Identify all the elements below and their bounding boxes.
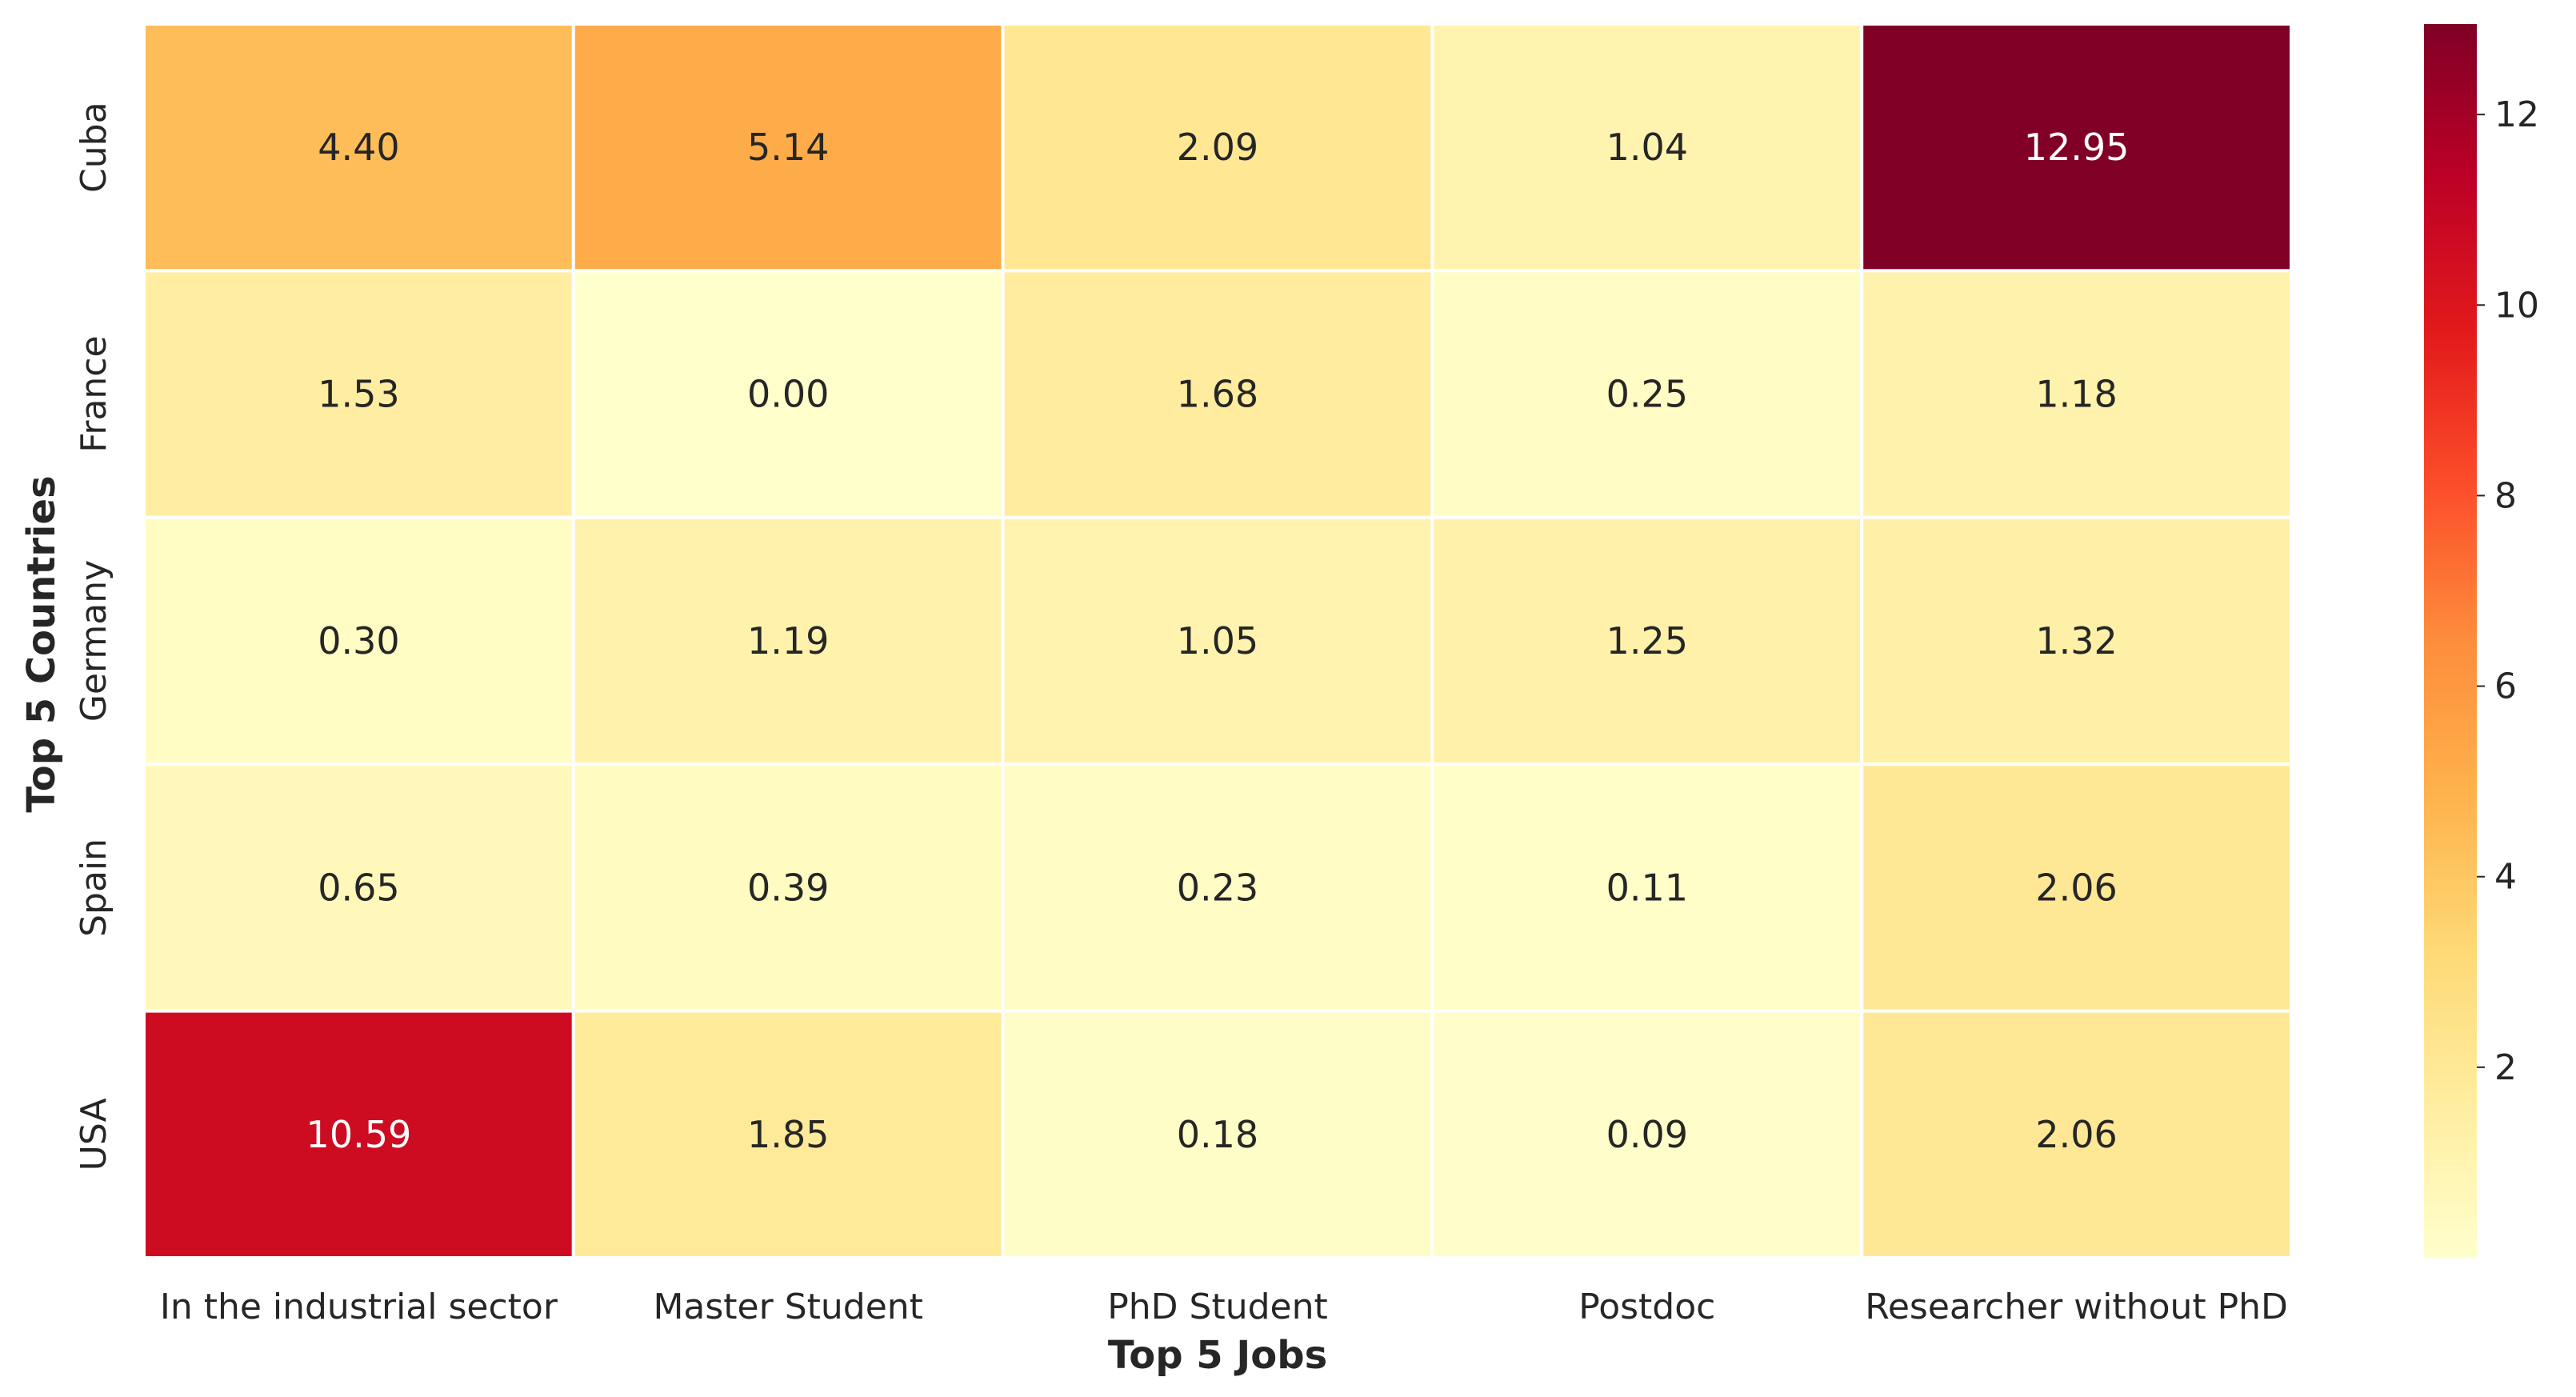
cell-value-label: 2.06 bbox=[2035, 866, 2117, 909]
colorbar bbox=[2424, 24, 2477, 1258]
heatmap-cell bbox=[1001, 515, 1434, 767]
heatmap-cell bbox=[1860, 1009, 2293, 1259]
heatmap-cell bbox=[1001, 22, 1434, 273]
x-tick-label: In the industrial sector bbox=[160, 1287, 558, 1327]
cell-value-label: 1.68 bbox=[1177, 373, 1258, 416]
cell-value-label: 0.30 bbox=[318, 619, 399, 662]
colorbar-tick-label: 4 bbox=[2494, 857, 2517, 898]
heatmap-cell bbox=[1430, 515, 1864, 767]
cell-value-label: 10.59 bbox=[306, 1113, 412, 1156]
cell-value-label: 0.39 bbox=[747, 866, 829, 909]
cell-value-label: 0.18 bbox=[1177, 1113, 1258, 1156]
heatmap-cell bbox=[1860, 269, 2293, 519]
heatmap-cell bbox=[571, 1009, 1005, 1259]
y-tick-labels: Cuba France Germany Spain USA bbox=[74, 102, 114, 1171]
y-tick-label: Cuba bbox=[74, 102, 114, 193]
cell-value-label: 0.23 bbox=[1177, 866, 1258, 909]
heatmap-cell bbox=[142, 763, 575, 1013]
heatmap-cell bbox=[1001, 269, 1434, 519]
x-tick-label: Researcher without PhD bbox=[1865, 1287, 2288, 1327]
cell-value-label: 4.40 bbox=[318, 126, 399, 169]
colorbar-tick-label: 2 bbox=[2494, 1047, 2517, 1088]
cell-value-label: 1.04 bbox=[1606, 126, 1688, 169]
heatmap-cell bbox=[142, 269, 575, 519]
colorbar-tick-label: 12 bbox=[2494, 94, 2539, 135]
cell-value-label: 1.05 bbox=[1177, 619, 1258, 662]
heatmap-cell bbox=[571, 763, 1005, 1013]
cell-value-label: 1.25 bbox=[1606, 619, 1688, 662]
y-tick-label: Germany bbox=[74, 560, 114, 722]
heatmap-cell bbox=[1860, 22, 2293, 273]
colorbar-tick-label: 6 bbox=[2494, 666, 2517, 707]
y-axis-title: Top 5 Countries bbox=[19, 475, 64, 812]
heatmap-cell bbox=[571, 22, 1005, 273]
cell-value-label: 1.53 bbox=[318, 373, 399, 416]
x-tick-label: PhD Student bbox=[1107, 1287, 1328, 1327]
x-tick-labels: In the industrial sector Master Student Ph… bbox=[160, 1287, 2288, 1327]
cell-value-label: 2.09 bbox=[1177, 126, 1258, 169]
heatmap-cell bbox=[1430, 763, 1864, 1013]
cell-value-label: 1.19 bbox=[747, 619, 829, 662]
colorbar-tick-label: 10 bbox=[2494, 285, 2539, 326]
cell-value-label: 0.09 bbox=[1606, 1113, 1688, 1156]
y-tick-label: Spain bbox=[74, 839, 114, 937]
x-axis-title: Top 5 Jobs bbox=[1108, 1333, 1327, 1378]
heatmap-cell bbox=[142, 22, 575, 273]
heatmap-cell bbox=[1001, 1009, 1434, 1259]
heatmap-cell bbox=[1860, 515, 2293, 767]
x-tick-label: Postdoc bbox=[1578, 1287, 1715, 1327]
heatmap-cell bbox=[142, 1009, 575, 1259]
cell-value-label: 0.11 bbox=[1606, 866, 1688, 909]
heatmap-cells: 4.40 5.14 2.09 1.04 12.95 1.53 0.00 1.68 0.25 1.1… bbox=[142, 22, 2293, 1259]
cell-value-label: 1.85 bbox=[747, 1113, 829, 1156]
cell-value-label: 2.06 bbox=[2035, 1113, 2117, 1156]
heatmap-cell bbox=[1860, 763, 2293, 1013]
heatmap-cell bbox=[571, 515, 1005, 767]
colorbar-ticks: 2 4 6 8 10 12 bbox=[2477, 94, 2539, 1088]
cell-value-label: 1.32 bbox=[2035, 619, 2117, 662]
cell-value-label: 12.95 bbox=[2024, 126, 2130, 169]
cell-value-label: 0.00 bbox=[747, 373, 829, 416]
cell-value-label: 5.14 bbox=[747, 126, 829, 169]
y-tick-label: USA bbox=[74, 1098, 114, 1171]
heatmap-cell bbox=[1001, 763, 1434, 1013]
y-tick-label: France bbox=[74, 335, 114, 452]
cell-value-label: 1.18 bbox=[2035, 373, 2117, 416]
heatmap-cell bbox=[1430, 22, 1864, 273]
x-tick-label: Master Student bbox=[653, 1287, 922, 1327]
colorbar-tick-label: 8 bbox=[2494, 475, 2517, 516]
cell-value-label: 0.25 bbox=[1606, 373, 1688, 416]
cell-value-label: 0.65 bbox=[318, 866, 399, 909]
